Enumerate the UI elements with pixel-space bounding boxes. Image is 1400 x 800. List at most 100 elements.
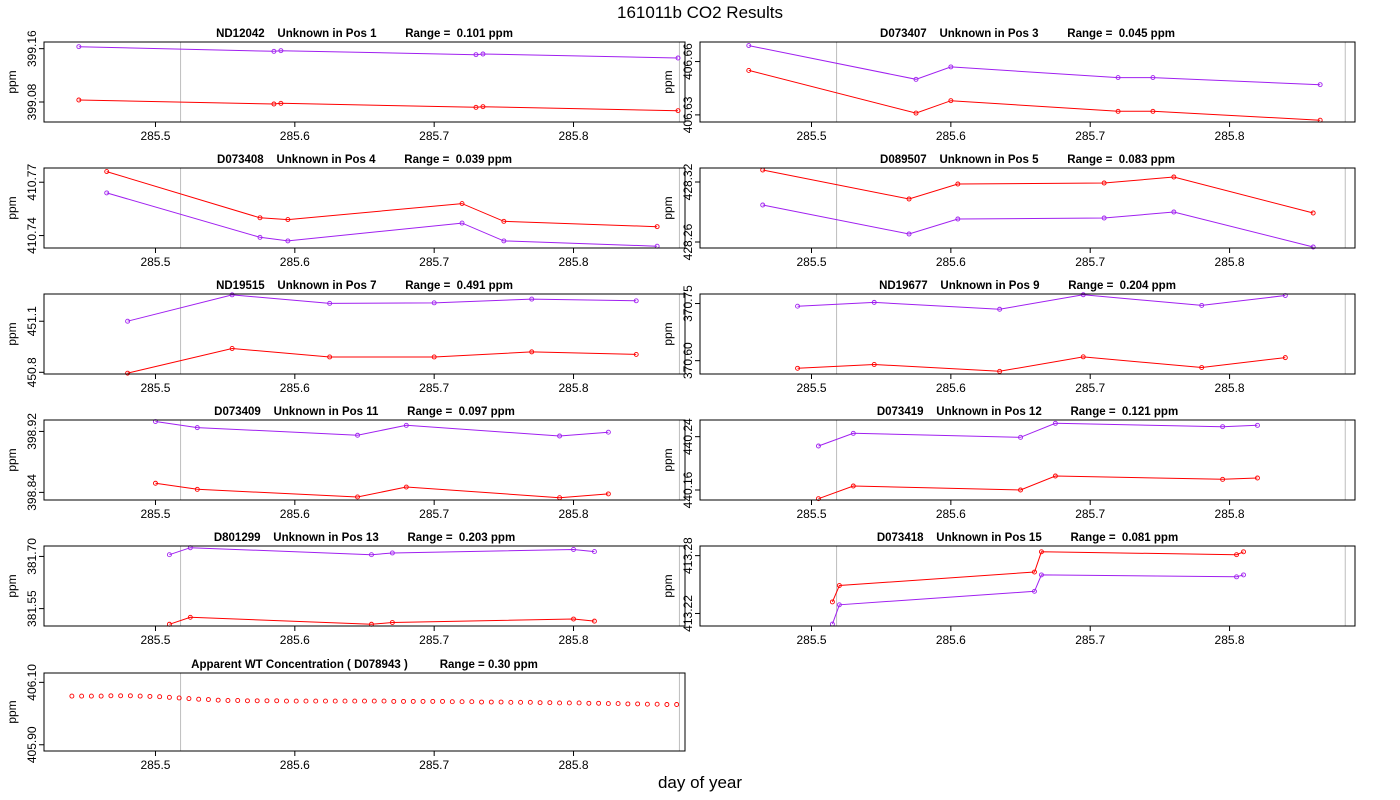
data-point-red xyxy=(215,697,221,703)
figure-title: 161011b CO2 Results xyxy=(616,3,783,22)
data-point-red xyxy=(1038,549,1044,555)
data-point-red xyxy=(644,701,650,707)
data-point-purple xyxy=(1234,574,1239,580)
plot-frame xyxy=(43,167,686,249)
data-point-red xyxy=(125,370,131,376)
data-point-red xyxy=(98,693,104,699)
series-line-purple xyxy=(78,46,679,59)
data-point-red xyxy=(1241,549,1246,555)
data-point-purple xyxy=(1241,572,1246,578)
data-point-purple xyxy=(816,443,821,449)
chart-title: ND19677 Unknown in Pos 9 Range = 0.204 p… xyxy=(879,280,1176,292)
data-point-red xyxy=(342,698,348,704)
series-line-red xyxy=(155,482,609,499)
x-tick-label: 285.5 xyxy=(796,381,826,395)
data-point-red xyxy=(194,486,200,492)
data-point-red xyxy=(176,695,182,701)
data-point-red xyxy=(1018,487,1023,493)
y-tick-label: 428.32 xyxy=(681,163,695,200)
data-point-red xyxy=(571,616,576,622)
data-point-purple xyxy=(633,298,639,304)
y-tick-label: 406.63 xyxy=(681,96,695,133)
x-tick-label: 285.6 xyxy=(936,381,966,395)
data-point-purple xyxy=(104,190,110,196)
series-line-purple xyxy=(106,192,658,247)
data-point-red xyxy=(816,496,821,502)
data-point-purple xyxy=(529,296,535,302)
data-point-red xyxy=(278,100,284,106)
data-point-red xyxy=(654,701,660,707)
x-tick-label: 285.6 xyxy=(280,381,310,395)
plot-frame xyxy=(43,419,686,501)
data-point-purple xyxy=(355,432,360,438)
data-point-purple xyxy=(473,52,479,58)
data-point-red xyxy=(498,699,504,705)
x-tick-label: 285.7 xyxy=(419,758,449,772)
chart-panel-2: D073407 Unknown in Pos 3 Range = 0.045 p… xyxy=(661,28,1356,143)
data-point-purple xyxy=(1101,215,1107,221)
x-tick-label: 285.7 xyxy=(1075,633,1105,647)
data-point-red xyxy=(1199,365,1205,370)
x-tick-label: 285.5 xyxy=(140,633,170,647)
data-point-purple xyxy=(229,292,235,298)
data-point-red xyxy=(591,618,597,624)
series-line-purple xyxy=(155,421,609,437)
data-point-red xyxy=(1254,475,1260,481)
data-point-purple xyxy=(431,300,437,306)
y-tick-label: 428.26 xyxy=(681,223,695,260)
data-point-red xyxy=(323,698,328,704)
series-line-red xyxy=(127,347,637,374)
chart-panel-5: ND19515 Unknown in Pos 7 Range = 0.491 p… xyxy=(5,280,686,395)
data-point-purple xyxy=(459,220,465,226)
data-point-purple xyxy=(257,234,263,240)
data-point-red xyxy=(479,699,485,705)
data-point-red xyxy=(137,693,143,699)
data-point-purple xyxy=(1220,424,1226,430)
data-point-red xyxy=(1234,552,1239,558)
data-point-purple xyxy=(403,422,409,428)
data-point-purple xyxy=(948,64,954,70)
y-tick-label: 398.92 xyxy=(25,413,39,450)
x-tick-label: 285.6 xyxy=(936,633,966,647)
data-point-red xyxy=(225,698,231,703)
data-point-red xyxy=(997,368,1003,374)
y-axis-label: ppm xyxy=(661,70,675,93)
data-point-purple xyxy=(1317,82,1323,88)
y-axis-label: ppm xyxy=(661,322,675,345)
series-line-purple xyxy=(169,547,595,556)
data-point-red xyxy=(79,693,85,699)
data-point-red xyxy=(829,599,835,605)
data-point-red xyxy=(285,217,291,223)
series-line-purple xyxy=(797,294,1286,310)
data-point-red xyxy=(1052,473,1058,479)
data-point-red xyxy=(108,693,114,699)
data-point-purple xyxy=(1038,572,1044,578)
y-tick-label: 406.66 xyxy=(681,43,695,80)
data-point-purple xyxy=(369,552,374,558)
data-point-red xyxy=(118,693,124,699)
y-axis-label: ppm xyxy=(661,448,675,471)
y-axis-label: ppm xyxy=(661,574,675,597)
x-tick-label: 285.8 xyxy=(1215,633,1245,647)
y-tick-label: 398.84 xyxy=(25,474,39,511)
y-tick-label: 410.74 xyxy=(25,217,39,254)
data-point-red xyxy=(1282,355,1288,361)
data-point-purple xyxy=(836,602,842,608)
data-point-purple xyxy=(1115,75,1121,81)
x-tick-label: 285.7 xyxy=(419,633,449,647)
y-tick-label: 413.28 xyxy=(681,537,695,574)
data-point-purple xyxy=(271,48,277,54)
data-point-red xyxy=(430,698,436,704)
x-tick-label: 285.8 xyxy=(1215,129,1245,143)
chart-panel-3: D073408 Unknown in Pos 4 Range = 0.039 p… xyxy=(5,154,686,269)
x-tick-label: 285.5 xyxy=(796,129,826,143)
series-line-purple xyxy=(762,204,1314,248)
chart-panel-7: D073409 Unknown in Pos 11 Range = 0.097 … xyxy=(5,406,686,521)
x-tick-label: 285.7 xyxy=(1075,255,1105,269)
data-point-red xyxy=(257,215,263,221)
plot-frame xyxy=(699,41,1356,123)
plot-frame xyxy=(699,419,1356,501)
data-point-red xyxy=(332,698,338,704)
y-tick-label: 370.75 xyxy=(681,285,695,322)
data-point-red xyxy=(795,365,801,371)
